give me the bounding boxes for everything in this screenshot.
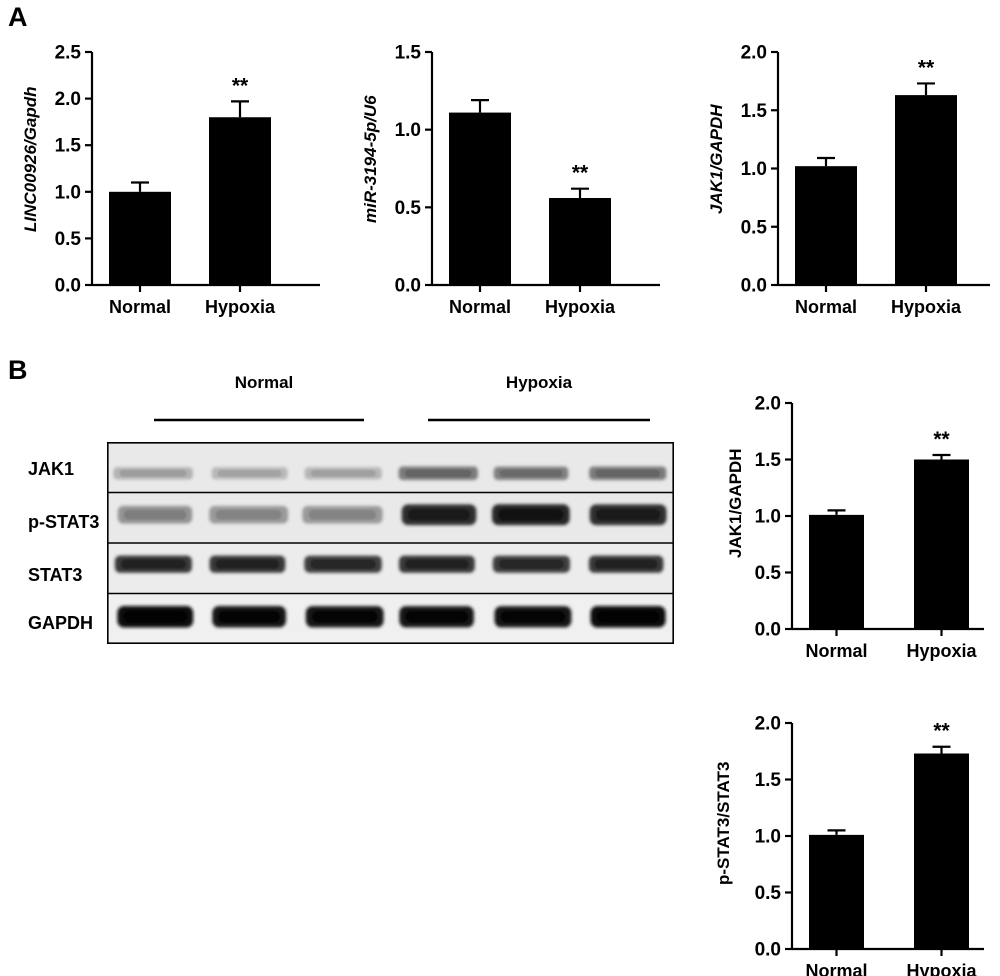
svg-text:1.5: 1.5 <box>755 770 782 791</box>
svg-text:Normal: Normal <box>805 641 867 661</box>
svg-text:**: ** <box>232 74 249 97</box>
svg-text:0.5: 0.5 <box>395 198 422 219</box>
svg-text:1.0: 1.0 <box>55 182 81 203</box>
svg-text:0.5: 0.5 <box>755 883 782 904</box>
svg-text:**: ** <box>933 428 950 451</box>
svg-text:**: ** <box>572 162 589 185</box>
svg-text:1.0: 1.0 <box>395 120 421 141</box>
svg-text:0.5: 0.5 <box>755 563 782 584</box>
svg-text:Normal: Normal <box>805 961 867 976</box>
svg-text:0.0: 0.0 <box>741 276 767 297</box>
svg-text:Hypoxia: Hypoxia <box>906 641 977 661</box>
svg-text:1.5: 1.5 <box>741 101 768 122</box>
svg-text:2.0: 2.0 <box>741 43 767 64</box>
svg-text:0.5: 0.5 <box>741 217 768 238</box>
svg-text:1.5: 1.5 <box>755 450 782 471</box>
svg-text:1.0: 1.0 <box>741 159 767 180</box>
svg-text:0.0: 0.0 <box>755 620 781 641</box>
svg-text:Normal: Normal <box>109 297 171 317</box>
svg-text:Hypoxia: Hypoxia <box>891 297 962 317</box>
svg-text:0.0: 0.0 <box>395 276 421 297</box>
svg-text:0.5: 0.5 <box>55 229 82 250</box>
svg-text:2.0: 2.0 <box>755 714 781 735</box>
svg-text:**: ** <box>918 56 935 79</box>
svg-text:Hypoxia: Hypoxia <box>545 297 616 317</box>
svg-text:**: ** <box>933 720 950 743</box>
svg-text:Hypoxia: Hypoxia <box>906 961 977 976</box>
svg-text:1.0: 1.0 <box>755 507 781 528</box>
svg-text:2.5: 2.5 <box>55 43 82 64</box>
svg-text:2.0: 2.0 <box>755 394 781 415</box>
svg-text:Normal: Normal <box>449 297 511 317</box>
svg-text:1.5: 1.5 <box>55 136 82 157</box>
svg-text:2.0: 2.0 <box>55 89 81 110</box>
svg-text:1.0: 1.0 <box>755 827 781 848</box>
svg-text:Normal: Normal <box>795 297 857 317</box>
svg-text:0.0: 0.0 <box>55 276 81 297</box>
svg-text:0.0: 0.0 <box>755 940 781 961</box>
svg-text:1.5: 1.5 <box>395 43 422 64</box>
svg-text:Hypoxia: Hypoxia <box>205 297 276 317</box>
